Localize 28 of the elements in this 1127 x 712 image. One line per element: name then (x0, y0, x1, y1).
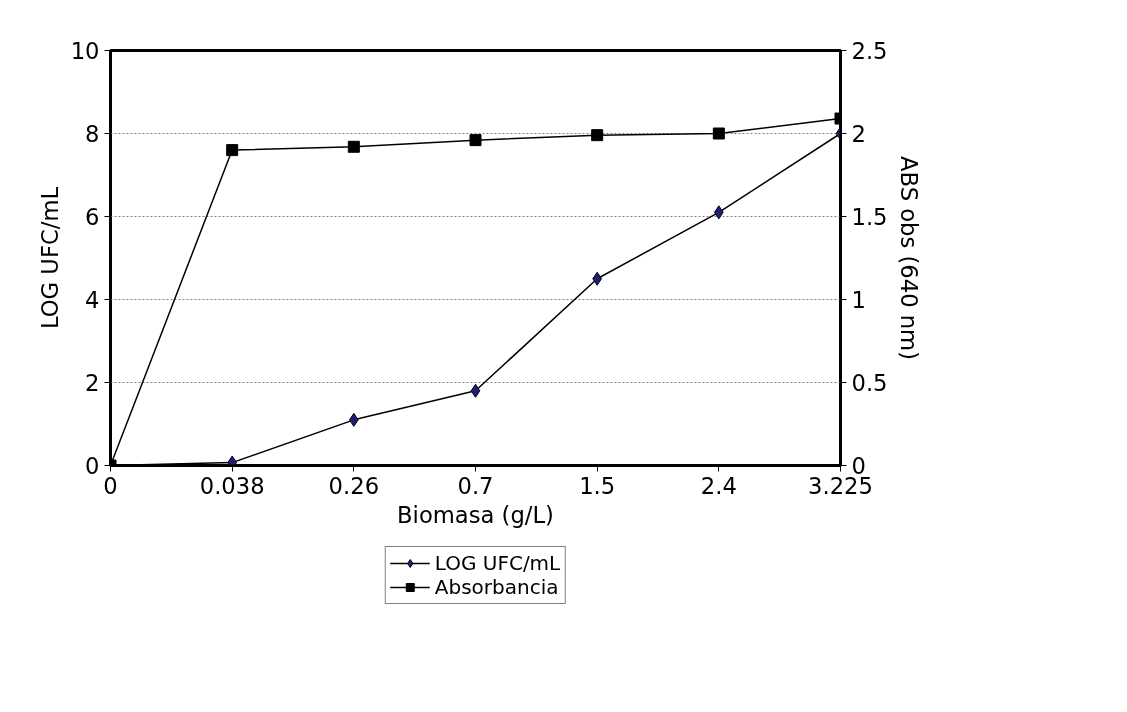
y2-tick-label: 2 (851, 121, 866, 147)
point (469, 134, 482, 147)
x-axis-title: Biomasa (g/L) (397, 501, 554, 528)
y2-tick-label: 0.5 (851, 370, 888, 396)
point (347, 140, 360, 153)
point (591, 129, 604, 142)
x-tick-label: 0.038 (199, 472, 265, 499)
y2-tick-label: 1 (851, 287, 866, 313)
y-tick-label: 2 (85, 370, 100, 396)
y-tick-label: 0 (85, 453, 100, 479)
point (226, 144, 239, 157)
y2-tick-label: 2.5 (851, 38, 888, 64)
y-axis-title: LOG UFC/mL (36, 186, 63, 330)
point (712, 127, 725, 140)
y2-tick-label: 1.5 (851, 204, 888, 230)
point (470, 383, 481, 398)
x-tick-label: 2.4 (700, 472, 737, 499)
x-tick-label: 0 (103, 472, 118, 499)
y-tick-label: 6 (85, 204, 100, 230)
legend-label: LOG UFC/mL (434, 551, 561, 575)
legend-label: Absorbancia (434, 575, 559, 599)
x-tick-label: 0.7 (457, 472, 494, 499)
x-tick-label: 0.26 (328, 472, 380, 499)
y-tick-label: 8 (85, 121, 100, 147)
y-tick-label: 10 (70, 38, 100, 64)
y-tick-label: 4 (85, 287, 100, 313)
x-tick-label: 1.5 (579, 472, 616, 499)
y2-axis-title: ABS obs (640 nm) (895, 155, 922, 361)
